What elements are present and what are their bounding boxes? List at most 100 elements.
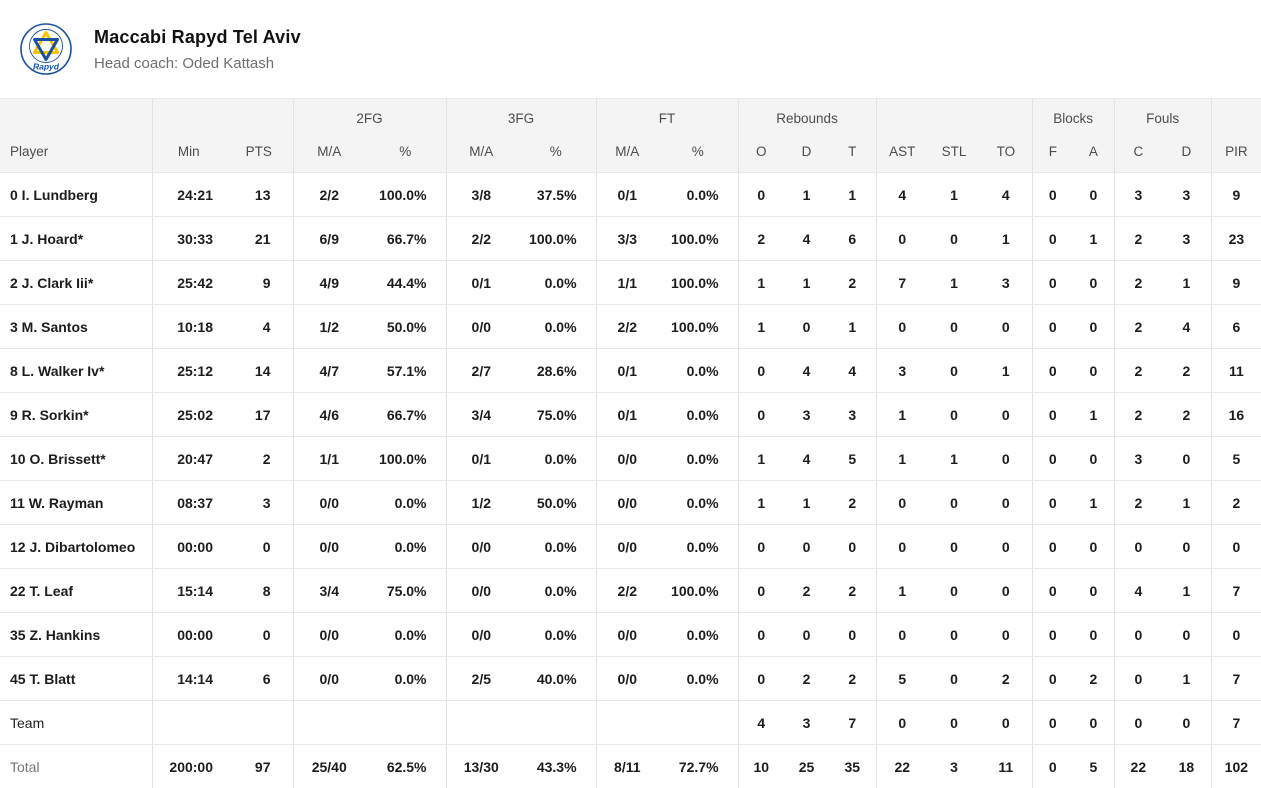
stat-cell: 25:12 (151, 348, 225, 393)
stat-cell: 22 (1113, 744, 1163, 788)
stat-cell: 0 (784, 612, 830, 657)
stat-cell: 7 (1210, 700, 1261, 745)
stat-cell: 2/2 (595, 304, 659, 349)
stat-cell: 1 (928, 436, 981, 481)
stat-cell: 0 (737, 568, 785, 613)
stat-cell: 1 (784, 480, 830, 525)
stat-cell: 1 (829, 172, 877, 217)
stat-cell: 0 (980, 304, 1033, 349)
stat-cell: 1 (829, 304, 877, 349)
stat-cell: 0/0 (595, 436, 659, 481)
group-header-2fg: 2FG (292, 98, 447, 132)
stat-cell: 7 (1210, 568, 1261, 613)
column-header-19: PIR (1210, 131, 1261, 173)
stat-cell: 18 (1162, 744, 1212, 788)
row-label: 3 M. Santos (0, 304, 152, 349)
stat-cell: 1 (928, 260, 981, 305)
stat-cell: 0 (1073, 612, 1115, 657)
stat-cell: 4 (980, 172, 1033, 217)
stat-cell: 40.0% (516, 656, 597, 701)
stat-cell: 0 (1073, 304, 1115, 349)
column-header-9: O (737, 131, 785, 173)
stat-cell: 0 (928, 524, 981, 569)
stat-cell: 1/2 (292, 304, 365, 349)
stat-cell: 75.0% (516, 392, 597, 437)
stat-cell: 21 (225, 216, 293, 261)
column-header-6: % (516, 131, 597, 173)
stat-cell: 2 (737, 216, 785, 261)
stat-cell: 0.0% (516, 304, 597, 349)
stat-cell: 0 (980, 612, 1033, 657)
stat-cell: 6 (829, 216, 877, 261)
stat-cell: 0.0% (516, 524, 597, 569)
stat-cell: 0 (875, 480, 929, 525)
stat-cell: 0 (928, 348, 981, 393)
stat-cell: 0.0% (365, 656, 447, 701)
stat-cell: 11 (980, 744, 1033, 788)
stat-cell: 08:37 (151, 480, 225, 525)
stat-cell: 0/0 (595, 480, 659, 525)
stat-cell: 0 (1162, 436, 1212, 481)
stat-cell: 3 (928, 744, 981, 788)
stat-cell: 2 (1073, 656, 1115, 701)
stat-cell: 0 (980, 392, 1033, 437)
stat-cell: 2/2 (292, 172, 365, 217)
stat-cell: 0 (928, 216, 981, 261)
stat-cell: 8 (225, 568, 293, 613)
stat-cell: 0 (875, 612, 929, 657)
stat-cell: 3 (1113, 436, 1163, 481)
stat-cell: 5 (1210, 436, 1261, 481)
stat-cell: 4 (829, 348, 877, 393)
stat-cell: 0 (1210, 524, 1261, 569)
stat-cell: 0 (980, 524, 1033, 569)
stat-cell: 11 (1210, 348, 1261, 393)
stat-cell (658, 700, 739, 745)
stat-cell: 4/7 (292, 348, 365, 393)
stat-cell: 1 (784, 260, 830, 305)
stat-cell: 100.0% (658, 216, 739, 261)
column-header-8: % (658, 131, 739, 173)
stat-cell: 0/0 (292, 656, 365, 701)
group-header-3fg: 3FG (445, 98, 597, 132)
stat-cell: 0 (1031, 392, 1074, 437)
stat-cell: 0/1 (445, 260, 517, 305)
stat-cell: 1 (737, 304, 785, 349)
stat-cell (595, 700, 659, 745)
stat-cell: 0/1 (595, 348, 659, 393)
column-header-10: D (784, 131, 830, 173)
stat-cell: 0 (829, 612, 877, 657)
row-label: 0 I. Lundberg (0, 172, 152, 217)
row-label: 2 J. Clark Iii* (0, 260, 152, 305)
stat-cell: 6/9 (292, 216, 365, 261)
stat-cell: 1 (980, 216, 1033, 261)
stat-cell (151, 700, 225, 745)
stat-cell: 0 (1073, 524, 1115, 569)
stat-cell: 1/1 (595, 260, 659, 305)
stat-cell: 0 (829, 524, 877, 569)
stat-cell: 0.0% (365, 612, 447, 657)
stat-cell: 4 (225, 304, 293, 349)
stat-cell: 0 (928, 656, 981, 701)
stat-cell: 0 (980, 436, 1033, 481)
column-header-row: Player Min PTS M/A% M/A% M/A% O D T AST STL TO F A C D P… (0, 131, 1261, 173)
stat-cell: 35 (829, 744, 877, 788)
column-header-player: Player (0, 131, 152, 173)
stat-cell: 5 (1073, 744, 1115, 788)
stat-cell: 3 (225, 480, 293, 525)
stat-cell: 0/0 (595, 656, 659, 701)
row-label: 10 O. Brissett* (0, 436, 152, 481)
stat-cell: 0/0 (445, 568, 517, 613)
player-row: 35 Z. Hankins 00:00 0 0/0 0.0% 0/0 0.0% 0/0 0.0%… (0, 612, 1261, 657)
group-header-spacer (875, 98, 1033, 132)
stat-cell: 1 (1162, 260, 1212, 305)
table-header: 2FG 3FG FT Rebounds Blocks Fouls Player Min PTS M… (0, 98, 1261, 173)
stat-cell: 0/0 (292, 524, 365, 569)
player-row: 0 I. Lundberg 24:21 13 2/2 100.0% 3/8 37.5% 0/1… (0, 172, 1261, 217)
stat-cell: 6 (225, 656, 293, 701)
stat-cell: 9 (225, 260, 293, 305)
stat-cell: 9 (1210, 260, 1261, 305)
stat-cell: 0 (928, 568, 981, 613)
row-label: 1 J. Hoard* (0, 216, 152, 261)
stat-cell: 5 (829, 436, 877, 481)
stat-cell: 2/7 (445, 348, 517, 393)
